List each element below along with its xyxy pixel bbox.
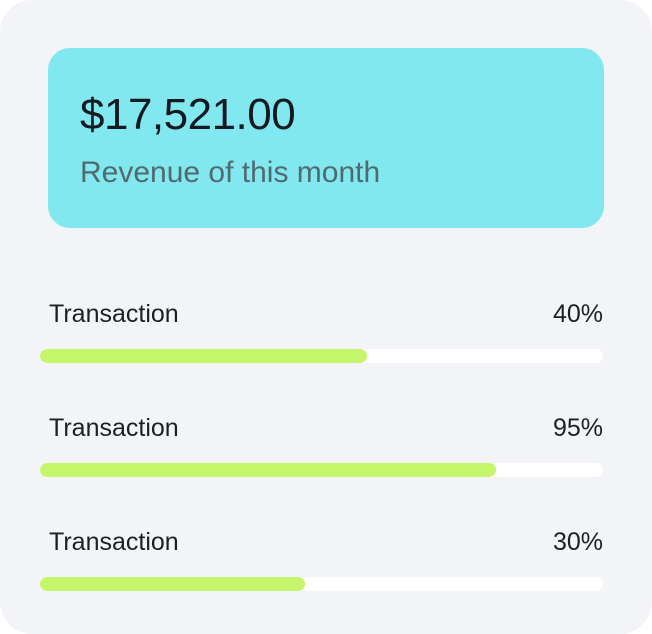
progress-percent: 30% [552,528,603,556]
progress-fill [40,349,367,363]
progress-row: Transaction 40% [40,300,603,390]
revenue-label: Revenue of this month [80,156,381,189]
progress-fill [40,463,497,477]
revenue-summary: $17,521.00 Revenue of this month [48,48,604,228]
progress-fill [40,577,305,591]
progress-track [40,349,603,363]
progress-track [40,577,603,591]
progress-row: Transaction 30% [40,528,603,618]
progress-label: Transaction [49,528,179,556]
progress-percent: 95% [552,414,603,442]
progress-percent: 40% [552,300,603,328]
progress-label: Transaction [49,300,179,328]
revenue-amount: $17,521.00 [80,90,296,139]
progress-label: Transaction [49,414,179,442]
progress-row: Transaction 95% [40,414,603,504]
progress-track [40,463,603,477]
